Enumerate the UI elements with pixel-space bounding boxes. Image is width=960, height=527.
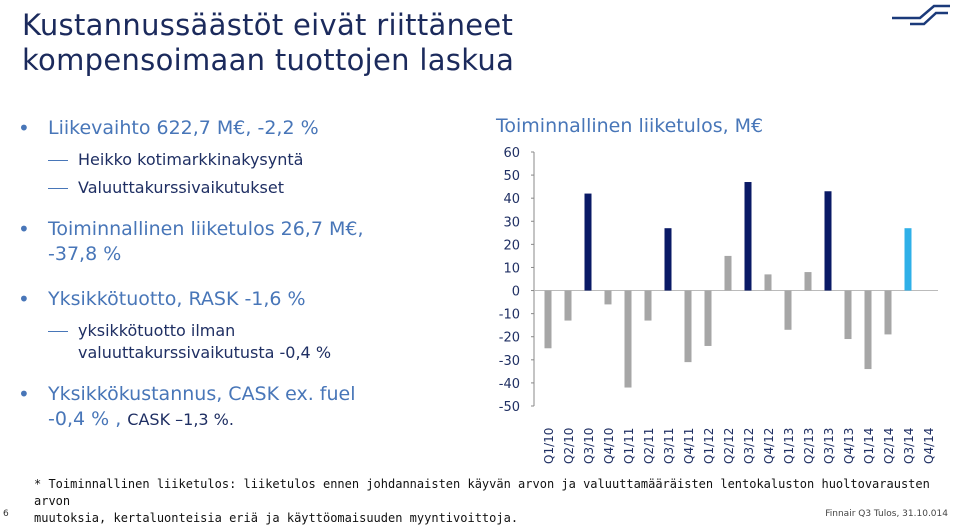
bar-Q1-10 bbox=[544, 290, 552, 349]
bar-Q4-11 bbox=[684, 290, 692, 363]
bar-Q4-12 bbox=[764, 274, 772, 291]
bullet-operating-result: • Toiminnallinen liiketulos 26,7 M€, -37… bbox=[18, 217, 478, 267]
y-tick-label: -50 bbox=[499, 400, 520, 415]
bar-Q2-12 bbox=[724, 255, 732, 291]
bullet-cask: • Yksikkökustannus, CASK ex. fuel -0,4 %… bbox=[18, 382, 478, 432]
title-line-2: kompensoimaan tuottojen laskua bbox=[22, 43, 515, 77]
x-tick-label: Q1/11 bbox=[622, 428, 636, 464]
bullet-dot-icon: • bbox=[18, 382, 30, 406]
y-tick-label: -20 bbox=[499, 331, 520, 346]
x-tick-label: Q3/14 bbox=[902, 428, 916, 464]
dash-icon bbox=[48, 160, 68, 161]
bullet-operating-result-line1: Toiminnallinen liiketulos 26,7 M€, bbox=[48, 218, 364, 240]
bar-Q1-14 bbox=[864, 290, 872, 370]
bar-Q1-11 bbox=[624, 290, 632, 388]
footnote-line-1: * Toiminnallinen liiketulos: liiketulos … bbox=[34, 477, 930, 508]
x-tick-label: Q4/12 bbox=[762, 428, 776, 464]
bullet-cask-value: -0,4 % , bbox=[48, 408, 122, 430]
y-tick-label: 60 bbox=[503, 146, 520, 161]
bullet-list: • Liikevaihto 622,7 M€, -2,2 % Heikko ko… bbox=[18, 116, 478, 440]
bar-Q4-13 bbox=[844, 290, 852, 340]
y-tick-label: 0 bbox=[512, 285, 520, 300]
bullet-dot-icon: • bbox=[18, 217, 30, 241]
bullet-cask-total: CASK –1,3 %. bbox=[127, 410, 234, 429]
page-number: 6 bbox=[3, 509, 9, 519]
bullet-rask-text: Yksikkötuotto, RASK -1,6 % bbox=[48, 288, 306, 310]
footnote-line-2: muutoksia, kertaluonteisia eriä ja käytt… bbox=[34, 511, 519, 525]
bar-Q1-12 bbox=[704, 290, 712, 346]
sub-bullet-rask-currency: yksikkötuotto ilman valuuttakurssivaikut… bbox=[18, 320, 478, 364]
bullet-revenue-text: Liikevaihto 622,7 M€, -2,2 % bbox=[48, 117, 319, 139]
x-tick-label: Q2/10 bbox=[562, 428, 576, 464]
x-tick-label: Q3/12 bbox=[742, 428, 756, 464]
bullet-operating-result-line2: -37,8 % bbox=[48, 243, 122, 265]
x-tick-label: Q3/11 bbox=[662, 428, 676, 464]
x-tick-label: Q3/13 bbox=[822, 428, 836, 464]
sub-bullet-text: Heikko kotimarkkinakysyntä bbox=[78, 150, 304, 169]
bar-Q2-11 bbox=[644, 290, 652, 321]
chart-title: Toiminnallinen liiketulos, M€ bbox=[496, 115, 764, 137]
x-tick-label: Q3/10 bbox=[582, 428, 596, 464]
bar-Q1-13 bbox=[784, 290, 792, 330]
y-tick-label: 40 bbox=[503, 192, 520, 207]
x-tick-label: Q4/10 bbox=[602, 428, 616, 464]
y-tick-label: 10 bbox=[503, 261, 520, 276]
sub-bullet-line1: yksikkötuotto ilman bbox=[78, 321, 236, 340]
y-tick-label: -40 bbox=[499, 377, 520, 392]
bar-Q3-14 bbox=[904, 228, 912, 291]
sub-bullet-text: Valuuttakurssivaikutukset bbox=[78, 178, 284, 197]
operating-result-chart: 60 50 40 30 20 10 0 -10 -20 -30 -40 -50 Q1/10 Q2/10 Q3… bbox=[499, 146, 938, 464]
bar-Q2-13 bbox=[804, 272, 812, 291]
bar-Q2-10 bbox=[564, 290, 572, 321]
y-tick-label: 20 bbox=[503, 238, 520, 253]
footer-text: Finnair Q3 Tulos, 31.10.014 bbox=[825, 509, 948, 519]
bar-Q3-10 bbox=[584, 193, 592, 291]
sub-bullet-line2: valuuttakurssivaikutusta -0,4 % bbox=[78, 343, 332, 362]
bar-Q2-14 bbox=[884, 290, 892, 335]
dash-icon bbox=[48, 331, 68, 332]
title-line-1: Kustannussäästöt eivät riittäneet bbox=[22, 8, 514, 42]
x-tick-label: Q4/13 bbox=[842, 428, 856, 464]
y-tick-label: -10 bbox=[499, 308, 520, 323]
x-tick-label: Q1/12 bbox=[702, 428, 716, 464]
bullet-revenue: • Liikevaihto 622,7 M€, -2,2 % bbox=[18, 116, 478, 141]
sub-bullet-domestic-demand: Heikko kotimarkkinakysyntä bbox=[18, 149, 478, 171]
bullet-cask-line2: -0,4 % , CASK –1,3 %. bbox=[48, 407, 478, 432]
dash-icon bbox=[48, 188, 68, 189]
bar-Q3-13 bbox=[824, 191, 832, 291]
x-tick-label: Q1/14 bbox=[862, 428, 876, 464]
bullet-dot-icon: • bbox=[18, 116, 30, 140]
bullet-dot-icon: • bbox=[18, 287, 30, 311]
bullet-rask: • Yksikkötuotto, RASK -1,6 % bbox=[18, 287, 478, 312]
x-tick-label: Q1/13 bbox=[782, 428, 796, 464]
y-tick-label: 50 bbox=[503, 169, 520, 184]
finnair-logo-icon bbox=[890, 4, 952, 30]
bar-Q3-12 bbox=[744, 182, 752, 291]
footnote: * Toiminnallinen liiketulos: liiketulos … bbox=[34, 476, 934, 527]
page-title: Kustannussäästöt eivät riittäneet kompen… bbox=[22, 8, 514, 78]
y-tick-label: -30 bbox=[499, 354, 520, 369]
bar-Q3-11 bbox=[664, 228, 672, 291]
x-tick-label: Q4/11 bbox=[682, 428, 696, 464]
x-tick-label: Q2/12 bbox=[722, 428, 736, 464]
bar-Q4-10 bbox=[604, 290, 612, 305]
bullet-cask-line1: Yksikkökustannus, CASK ex. fuel bbox=[48, 383, 356, 405]
x-tick-label: Q2/11 bbox=[642, 428, 656, 464]
x-tick-label: Q2/13 bbox=[802, 428, 816, 464]
sub-bullet-currency: Valuuttakurssivaikutukset bbox=[18, 177, 478, 199]
x-tick-label: Q4/14 bbox=[922, 428, 936, 464]
x-tick-label: Q2/14 bbox=[882, 428, 896, 464]
y-tick-label: 30 bbox=[503, 215, 520, 230]
x-tick-label: Q1/10 bbox=[542, 428, 556, 464]
